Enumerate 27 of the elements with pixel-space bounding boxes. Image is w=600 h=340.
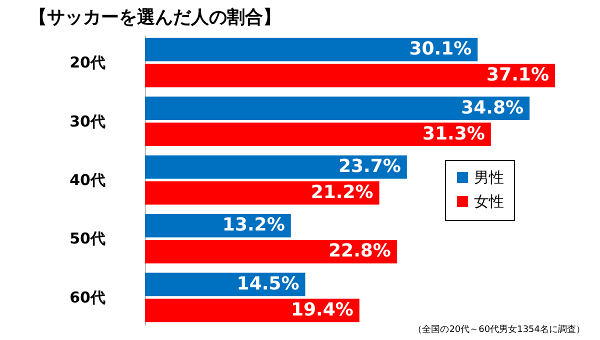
legend-label: 女性 — [474, 192, 504, 210]
bar — [145, 181, 380, 205]
data-label: 19.4% — [290, 299, 354, 320]
bar — [145, 155, 407, 179]
bar — [145, 122, 491, 146]
data-label: 30.1% — [409, 38, 472, 60]
bar — [145, 298, 360, 322]
legend-label: 男性 — [474, 168, 504, 186]
data-label: 14.5% — [236, 273, 300, 294]
data-label: 21.2% — [310, 182, 374, 203]
y-tick-label: 50代 — [70, 230, 106, 248]
bar — [145, 96, 530, 120]
y-tick-label: 40代 — [70, 171, 106, 189]
data-label: 37.1% — [486, 64, 549, 86]
y-tick-label: 20代 — [70, 54, 106, 72]
bar — [145, 64, 555, 88]
data-label: 31.3% — [422, 123, 485, 144]
data-label: 13.2% — [222, 214, 285, 236]
data-label: 23.7% — [338, 156, 401, 178]
chart-title: 【サッカーを選んだ人の割合】 — [29, 7, 282, 28]
y-tick-label: 60代 — [70, 288, 106, 306]
bar — [145, 240, 397, 264]
data-label: 34.8% — [461, 97, 524, 118]
bar — [145, 38, 478, 62]
annotation: （全国の20代～60代男女1354名に調査） — [413, 324, 585, 335]
data-label: 22.8% — [328, 240, 391, 262]
y-tick-label: 30代 — [70, 112, 106, 130]
